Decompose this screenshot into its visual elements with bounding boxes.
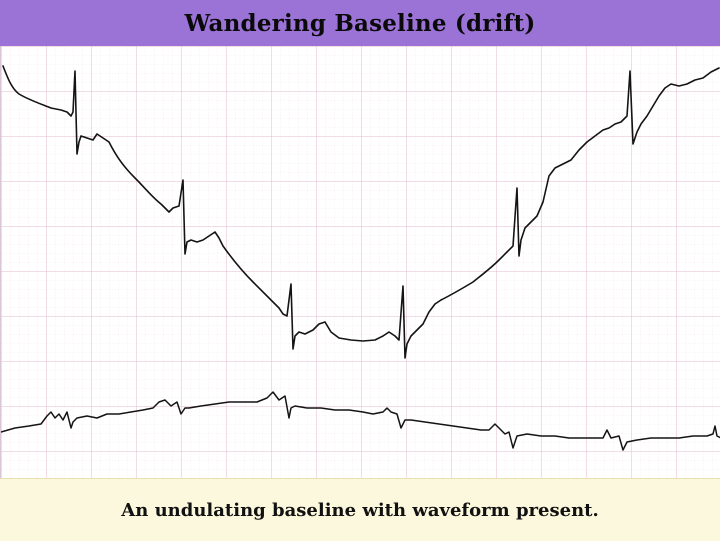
ecg-grid <box>1 46 720 478</box>
slide-title: Wandering Baseline (drift) <box>184 9 536 37</box>
slide-caption: An undulating baseline with waveform pre… <box>121 499 599 521</box>
caption-bar: An undulating baseline with waveform pre… <box>0 478 720 541</box>
ecg-strip-panel <box>0 46 720 478</box>
title-bar: Wandering Baseline (drift) <box>0 0 720 46</box>
ecg-trace-lower <box>1 391 720 451</box>
ecg-trace-upper <box>2 65 720 359</box>
ecg-strip-graphic <box>1 46 720 478</box>
